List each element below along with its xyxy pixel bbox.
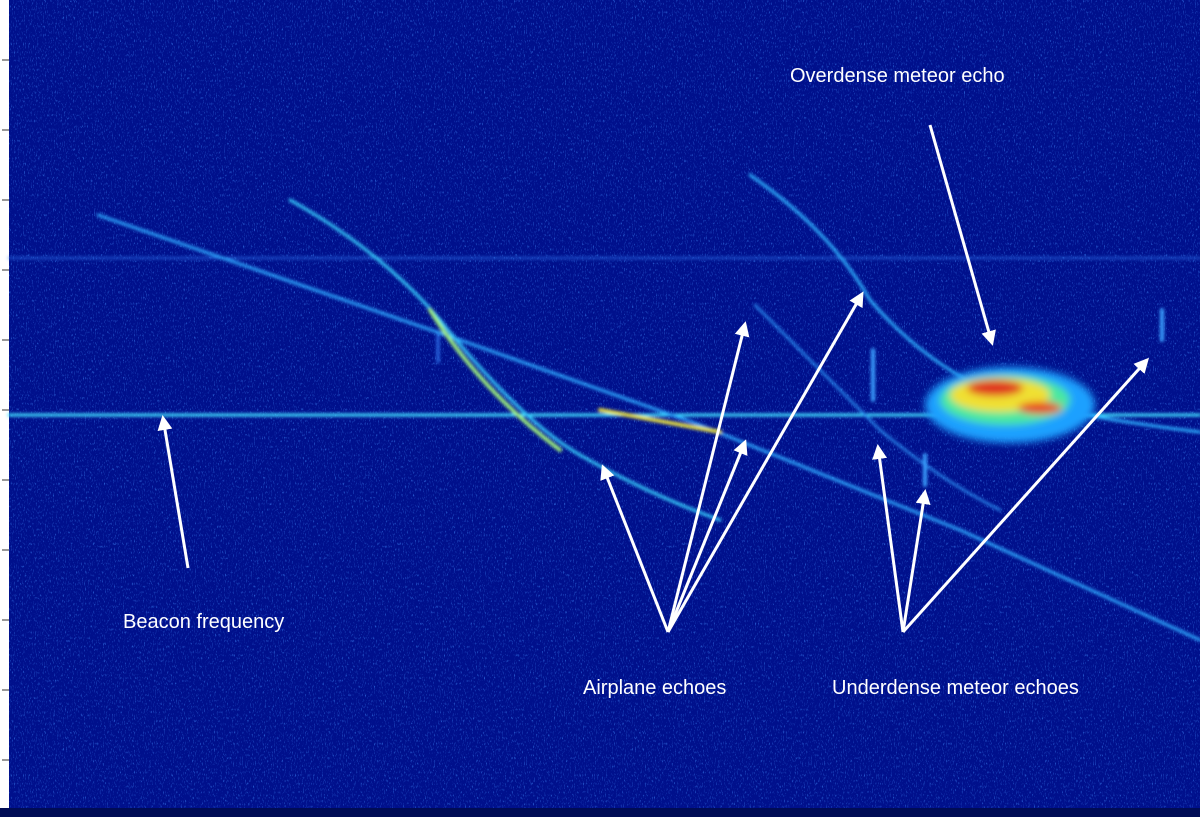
label: Underdense meteor echoes [832, 677, 1079, 699]
bottom-band [0, 808, 1200, 817]
arrow [600, 464, 670, 633]
left-ticks [2, 59, 9, 761]
arrow [157, 415, 190, 569]
label: Overdense meteor echo [790, 65, 1005, 87]
airplane-echo [96, 213, 1200, 642]
arrow [901, 357, 1150, 634]
airplane-echo [748, 173, 1200, 434]
airplane-echo [753, 303, 1002, 512]
airplane-echo [288, 198, 722, 522]
overdense-echo [925, 367, 1095, 443]
arrow [901, 489, 931, 633]
airplane-echo-bright [428, 308, 562, 452]
airplane-echo-bright [598, 408, 722, 434]
arrow [872, 444, 905, 633]
label: Beacon frequency [123, 611, 284, 633]
arrow [666, 291, 864, 633]
arrow [666, 321, 750, 633]
arrow [666, 439, 748, 633]
arrows [157, 124, 1150, 634]
arrow [928, 124, 996, 346]
label: Airplane echoes [583, 677, 726, 699]
